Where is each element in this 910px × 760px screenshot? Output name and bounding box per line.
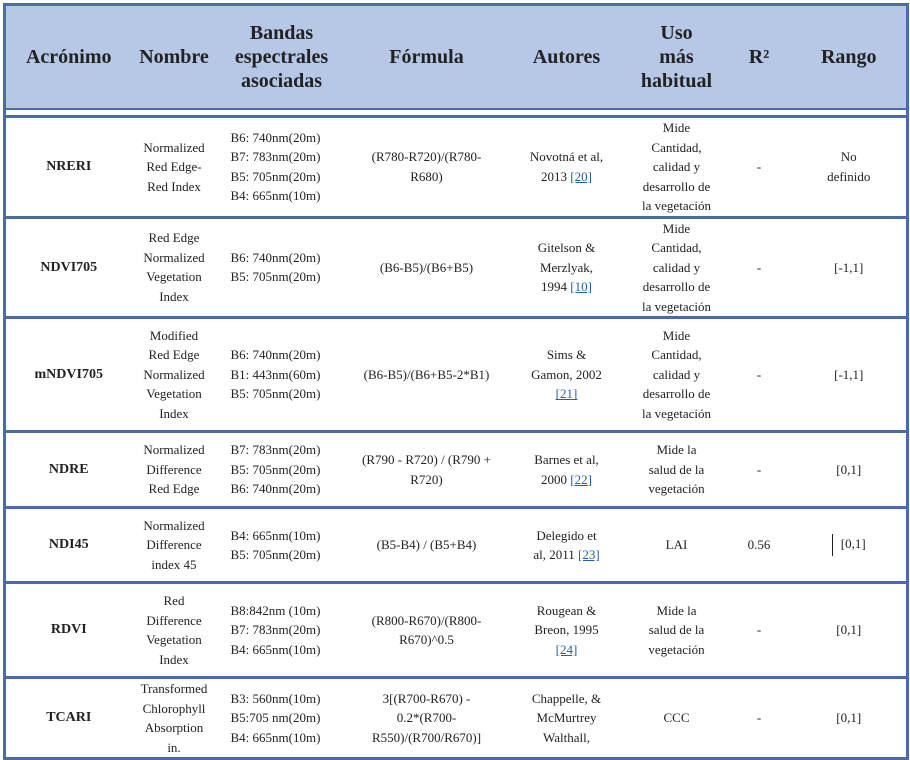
authors-cell: Barnes et al, 2000 [22] xyxy=(506,431,627,509)
header-gap xyxy=(3,108,909,118)
header-formula: Fórmula xyxy=(346,3,507,109)
r2-cell: - xyxy=(726,582,792,679)
reference-link[interactable]: [23] xyxy=(577,547,600,562)
reference-link[interactable]: [24] xyxy=(555,641,578,657)
range-text: [0,1] xyxy=(836,461,862,477)
range-text: [-1,1] xyxy=(834,366,864,382)
use-cell: Mide la salud de la vegetación xyxy=(626,582,727,679)
name-cell: Red Edge Normalized Vegetation Index xyxy=(131,217,217,319)
table-row: NRERI Normalized Red Edge- Red Index B6: 7… xyxy=(3,116,909,219)
range-text: [0,1] xyxy=(836,622,862,638)
bands-cell: B8:842nm (10m) B7: 783nm(20m) B4: 665nm(… xyxy=(216,582,347,679)
header-row: Acrónimo Nombre Bandas espectrales asoci… xyxy=(3,3,909,109)
header-bands: Bandas espectrales asociadas xyxy=(216,3,347,109)
r2-cell: - xyxy=(726,317,792,433)
bands-cell: B4: 665nm(10m) B5: 705nm(20m) xyxy=(216,507,347,584)
authors-text: Novotná et al, 2013 xyxy=(529,149,604,184)
authors-cell: Chappelle, & McMurtrey Walthall, xyxy=(506,677,627,760)
formula-cell: (B6-B5)/(B6+B5) xyxy=(346,217,507,319)
acronym-cell: RDVI xyxy=(3,582,132,679)
range-text: [0,1] xyxy=(836,710,862,726)
name-cell: Normalized Difference index 45 xyxy=(131,507,217,584)
bands-cell: B6: 740nm(20m) B7: 783nm(20m) B5: 705nm(… xyxy=(216,116,347,219)
bands-cell: B6: 740nm(20m) B1: 443nm(60m) B5: 705nm(… xyxy=(216,317,347,433)
authors-cell: Rougean & Breon, 1995 [24] xyxy=(506,582,627,679)
acronym-cell: NRERI xyxy=(3,116,132,219)
name-cell: Normalized Red Edge- Red Index xyxy=(131,116,217,219)
authors-text: Barnes et al, 2000 xyxy=(534,452,599,487)
bands-cell: B7: 783nm(20m) B5: 705nm(20m) B6: 740nm(… xyxy=(216,431,347,509)
acronym-cell: mNDVI705 xyxy=(3,317,132,433)
acronym-cell: NDRE xyxy=(3,431,132,509)
r2-cell: - xyxy=(726,217,792,319)
r2-cell: 0.56 xyxy=(726,507,792,584)
range-text: [-1,1] xyxy=(834,259,864,275)
authors-cell: Gitelson & Merzlyak, 1994 [10] xyxy=(506,217,627,319)
header-use: Uso más habitual xyxy=(626,3,727,109)
name-cell: Red Difference Vegetation Index xyxy=(131,582,217,679)
range-text: No definido xyxy=(827,149,871,184)
r2-cell: - xyxy=(726,431,792,509)
formula-cell: (R790 - R720) / (R790 + R720) xyxy=(346,431,507,509)
reference-link[interactable]: [10] xyxy=(570,279,592,294)
authors-text: Chappelle, & McMurtrey Walthall, xyxy=(531,690,602,745)
bands-cell: B6: 740nm(20m) B5: 705nm(20m) xyxy=(216,217,347,319)
range-cell: [0,1] xyxy=(791,507,909,584)
formula-cell: 3[(R700-R670) - 0.2*(R700- R550)/(R700/R… xyxy=(346,677,507,760)
authors-cell: Novotná et al, 2013 [20] xyxy=(506,116,627,219)
bands-cell: B3: 560nm(10m) B5:705 nm(20m) B4: 665nm(… xyxy=(216,677,347,760)
formula-cell: (R800-R670)/(R800- R670)^0.5 xyxy=(346,582,507,679)
table-row: NDI45 Normalized Difference index 45 B4: 6… xyxy=(3,507,909,584)
header-r2: R² xyxy=(726,3,792,109)
range-text: [0,1] xyxy=(840,535,866,551)
use-cell: LAI xyxy=(626,507,727,584)
range-cell: [0,1] xyxy=(791,582,909,679)
header-range: Rango xyxy=(791,3,909,109)
use-cell: Mide Cantidad, calidad y desarrollo de l… xyxy=(626,317,727,433)
authors-cell: Delegido et al, 2011 [23] xyxy=(506,507,627,584)
r2-cell: - xyxy=(726,677,792,760)
r2-cell: - xyxy=(726,116,792,219)
header-authors: Autores xyxy=(506,3,627,109)
formula-cell: (B6-B5)/(B6+B5-2*B1) xyxy=(346,317,507,433)
reference-link[interactable]: [20] xyxy=(570,168,592,184)
name-cell: Transformed Chlorophyll Absorption in. xyxy=(131,677,217,760)
table-row: RDVI Red Difference Vegetation Index B8:84… xyxy=(3,582,909,679)
authors-cell: Sims & Gamon, 2002 [21] xyxy=(506,317,627,433)
use-cell: Mide Cantidad, calidad y desarrollo de l… xyxy=(626,116,727,219)
gap-cell xyxy=(3,108,909,118)
name-cell: Normalized Difference Red Edge xyxy=(131,431,217,509)
name-cell: Modified Red Edge Normalized Vegetation … xyxy=(131,317,217,433)
use-cell: CCC xyxy=(626,677,727,760)
authors-text: Delegido et al, 2011 xyxy=(533,527,597,563)
range-cell: [-1,1] xyxy=(791,217,909,319)
reference-link[interactable]: [21] xyxy=(555,386,578,402)
formula-cell: (R780-R720)/(R780- R680) xyxy=(346,116,507,219)
header-acronym: Acrónimo xyxy=(3,3,132,109)
range-cell: [0,1] xyxy=(791,677,909,760)
acronym-cell: NDVI705 xyxy=(3,217,132,319)
formula-cell: (B5-B4) / (B5+B4) xyxy=(346,507,507,584)
range-cell: No definido xyxy=(791,116,909,219)
table-row: mNDVI705 Modified Red Edge Normalized Veg… xyxy=(3,317,909,433)
acronym-cell: TCARI xyxy=(3,677,132,760)
use-cell: Mide Cantidad, calidad y desarrollo de l… xyxy=(626,217,727,319)
vegetation-index-table: Acrónimo Nombre Bandas espectrales asoci… xyxy=(3,3,909,760)
authors-text: Rougean & Breon, 1995 xyxy=(534,602,599,638)
authors-text: Gitelson & Merzlyak, 1994 xyxy=(537,240,596,294)
range-cell: [0,1] xyxy=(791,431,909,509)
range-cell: [-1,1] xyxy=(791,317,909,433)
acronym-cell: NDI45 xyxy=(3,507,132,584)
reference-link[interactable]: [22] xyxy=(570,471,592,487)
authors-text: Sims & Gamon, 2002 xyxy=(531,347,602,382)
text-cursor xyxy=(831,534,833,556)
table-row: TCARI Transformed Chlorophyll Absorption … xyxy=(3,677,909,760)
table-row: NDRE Normalized Difference Red Edge B7: 78… xyxy=(3,431,909,509)
header-name: Nombre xyxy=(131,3,217,109)
table-row: NDVI705 Red Edge Normalized Vegetation In… xyxy=(3,217,909,319)
use-cell: Mide la salud de la vegetación xyxy=(626,431,727,509)
